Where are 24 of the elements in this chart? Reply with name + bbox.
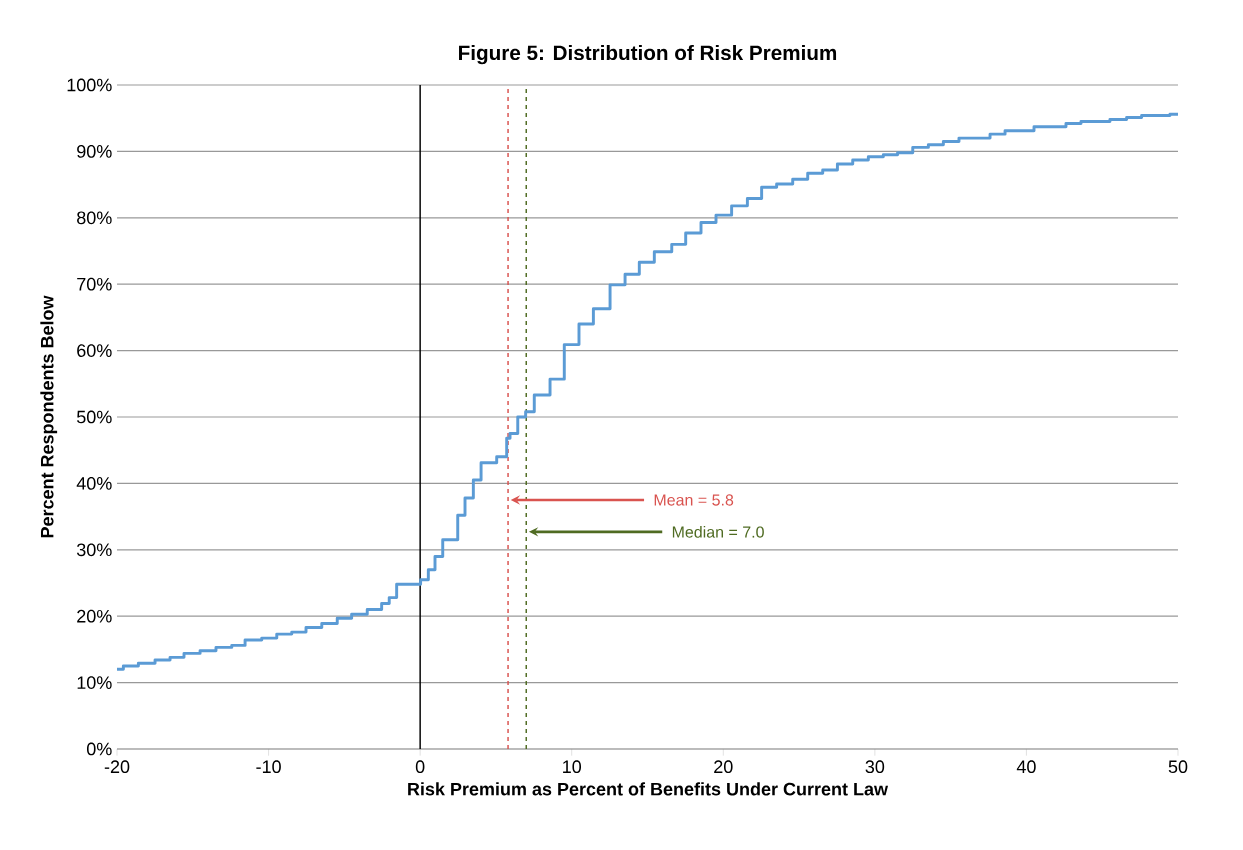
x-tick-label: 0 xyxy=(415,760,425,774)
x-tick-label: 50 xyxy=(1168,760,1188,774)
y-tick-label: 70% xyxy=(77,277,112,291)
x-axis-title: Risk Premium as Percent of Benefits Under Current Law xyxy=(408,782,889,796)
y-axis-title: Percent Respondents Below xyxy=(40,295,58,538)
y-tick-label: 0% xyxy=(86,742,112,756)
y-tick-label: 100% xyxy=(67,78,112,92)
y-tick-label: 40% xyxy=(76,477,112,490)
x-tick-label: -20 xyxy=(104,760,130,774)
x-tick-label: 40 xyxy=(1016,760,1036,774)
x-tick-label: -10 xyxy=(256,760,281,774)
y-tick-label: 80% xyxy=(77,211,112,225)
annotation: Median = 7.0 xyxy=(672,526,764,538)
y-tick-label: 60% xyxy=(77,344,112,357)
y-tick-label: 30% xyxy=(76,543,112,557)
annotation: Mean = 5.8 xyxy=(654,494,734,506)
x-tick-label: 30 xyxy=(865,760,885,774)
y-tick-label: 20% xyxy=(77,609,112,623)
x-tick-label: 10 xyxy=(563,760,582,774)
y-tick-label: 90% xyxy=(77,145,112,158)
x-tick-label: 20 xyxy=(714,760,733,774)
chart-title: Figure 5: Distribution of Risk Premium xyxy=(459,44,837,65)
y-tick-label: 10% xyxy=(77,676,112,689)
y-tick-label: 50% xyxy=(76,410,112,424)
